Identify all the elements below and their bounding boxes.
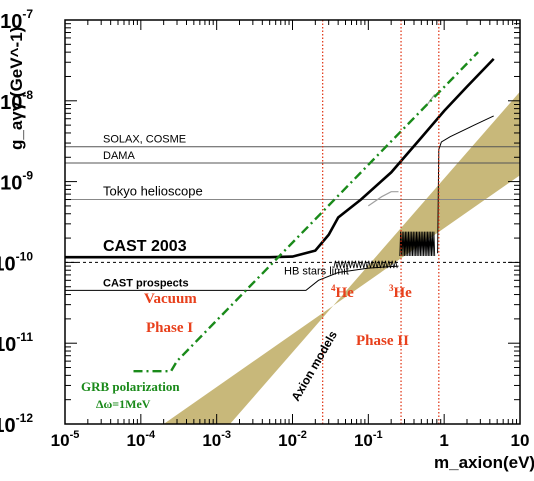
y-tick-label-exponent: -8 [22,88,33,102]
x-tick-label-base: 10 [202,431,221,450]
x-tick-label: 1 [439,431,448,450]
y-tick-label: 10-12 [0,411,33,437]
helium-4-label: 4He [331,283,354,301]
x-tick-label-base: 10 [51,431,70,450]
x-tick-label-base: 10 [354,431,373,450]
y-tick-label: 10-11 [0,330,33,356]
y-tick-label-base: 10 [0,92,22,114]
y-tick-label: 10-10 [0,249,33,275]
x-axis-title: m_axion(eV) [434,453,534,472]
helium-3-label: 3He [389,283,412,301]
cast-prospects-he3-wiggle [399,231,436,257]
y-axis-title: g_aγγ (GeV^-1) [7,27,26,150]
x-tick-label: 10-4 [126,429,156,450]
phase-1-label: Phase I [146,320,193,336]
x-tick-label-base: 10 [278,431,297,450]
phase-2-label: Phase II [356,333,409,349]
cast-prospects-grey-curve [367,191,399,207]
y-tick-label-base: 10 [0,415,16,437]
solax-cosme-label: SOLAX, COSME [103,134,186,146]
y-tick-label-base: 10 [0,11,22,33]
y-tick-label-exponent: -7 [22,7,33,21]
x-tick-label-base: 10 [126,431,145,450]
cast-2003-label: CAST 2003 [103,238,187,255]
grb-polarization-label: GRB polarization [81,379,180,394]
x-tick-label-exponent: -1 [373,429,383,441]
x-tick-label-exponent: -2 [297,429,307,441]
x-tick-label-base: 1 [439,431,448,450]
x-tick-label-exponent: -5 [70,429,80,441]
y-tick-label-exponent: -10 [16,249,34,263]
helium-3-label-symbol: He [394,285,413,301]
helium-4-label-mass-number: 4 [331,283,336,293]
helium-3-label-mass-number: 3 [389,283,394,293]
y-tick-label: 10-9 [0,169,33,195]
cast-prospects-he4-wiggle [333,260,398,269]
grb-energy-label: Δω=1MeV [96,397,151,411]
tokyo-helioscope-label: Tokyo helioscope [103,184,203,199]
y-tick-label-base: 10 [0,173,22,195]
x-tick-label: 10-1 [354,429,383,450]
x-tick-label-base: 10 [511,431,530,450]
dama-label: DAMA [103,150,135,162]
y-tick-label: 10-8 [0,88,33,114]
y-tick-label-exponent: -11 [16,330,33,344]
y-tick-label-base: 10 [0,334,16,356]
x-tick-label: 10-3 [202,429,231,450]
y-tick-label-base: 10 [0,253,16,275]
x-tick-label: 10-5 [51,429,80,450]
x-tick-label-exponent: -3 [221,429,231,441]
y-tick-label: 10-7 [0,7,33,33]
cast-prospects-high-mass-curve [437,115,494,254]
x-tick-label: 10 [511,431,530,450]
cast-2003-curve [65,57,495,259]
grb-polarization-curve [133,51,479,373]
y-tick-label-exponent: -12 [16,411,34,425]
x-tick-label: 10-2 [278,429,307,450]
vacuum-label: Vacuum [144,291,197,307]
x-tick-label-exponent: -4 [145,429,156,441]
hb-stars-limit-label: HB stars limit [284,265,349,277]
helium-4-label-symbol: He [336,285,355,301]
cast-prospects-label: CAST prospects [103,277,189,289]
y-tick-label-exponent: -9 [22,169,33,183]
